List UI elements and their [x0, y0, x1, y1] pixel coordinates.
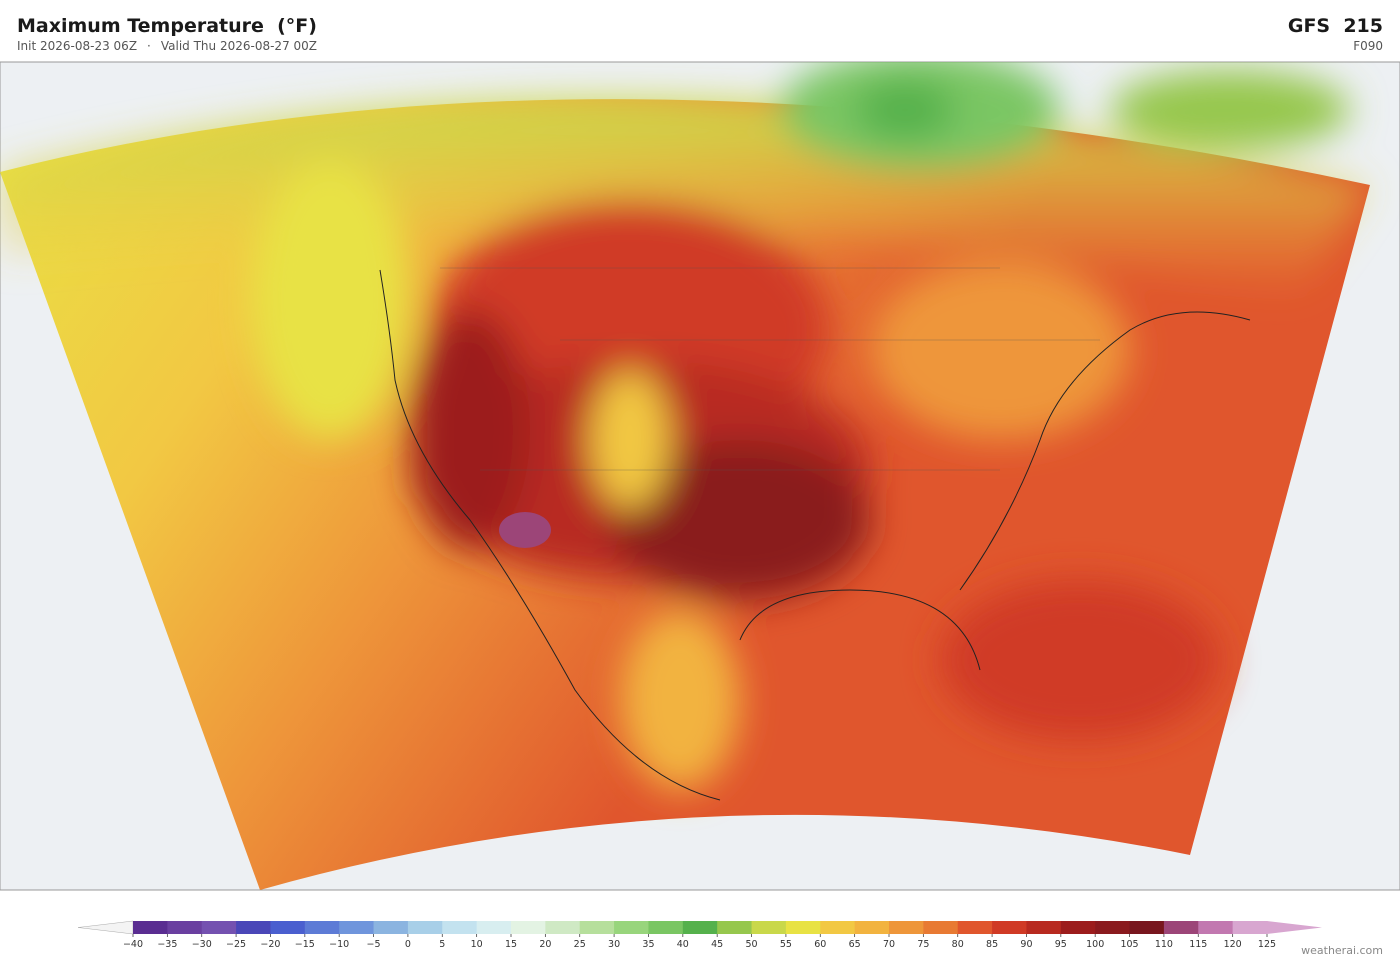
colorbar-swatch: [1232, 921, 1268, 934]
colorbar-tick-label: 20: [539, 939, 551, 950]
colorbar-swatch: [682, 921, 718, 934]
colorbar-tick-label: −35: [157, 939, 177, 950]
colorbar-swatch: [785, 921, 821, 934]
colorbar-tick-label: 120: [1224, 939, 1242, 950]
colorbar-tick-label: 25: [574, 939, 586, 950]
colorbar-tick-label: −25: [226, 939, 246, 950]
valid-time: Valid Thu 2026-08-27 00Z: [160, 39, 318, 53]
colorbar-extend-low: [77, 920, 134, 935]
colorbar-swatch: [579, 921, 615, 934]
colorbar-swatch: [1198, 921, 1234, 934]
forecast-hour: F090: [1353, 39, 1383, 53]
model: GFS 215: [1287, 15, 1383, 37]
colorbar-tick-label: 65: [849, 939, 861, 950]
colorbar-swatch: [201, 921, 237, 934]
coastline: [379, 269, 1251, 801]
colorbar-tick-label: 30: [608, 939, 620, 950]
colorbar-swatch: [648, 921, 684, 934]
credit: weatherai.com: [1301, 944, 1383, 957]
colorbar-tick-label: 110: [1155, 939, 1173, 950]
colorbar-tick-label: 15: [505, 939, 517, 950]
colorbar-swatch: [339, 921, 375, 934]
colorbar-swatch: [992, 921, 1027, 934]
colorbar-swatch: [545, 921, 581, 934]
separator: ·: [147, 39, 151, 53]
colorbar-tick-label: −20: [260, 939, 280, 950]
colorbar-tick-label: 60: [814, 939, 826, 950]
colorbar-tick-label: 90: [1020, 939, 1032, 950]
colorbar-swatch: [1163, 921, 1199, 934]
colorbar-tick-label: −40: [123, 939, 143, 950]
colorbar-tick-label: −15: [295, 939, 315, 950]
colorbar-swatch: [167, 921, 203, 934]
colorbar-tick-label: 85: [986, 939, 998, 950]
init-time: Init 2026-08-23 06Z: [17, 39, 138, 53]
colorbar-swatch: [236, 921, 271, 934]
colorbar-swatch: [1060, 921, 1096, 934]
colorbar-tick-label: −10: [329, 939, 349, 950]
title: Maximum Temperature (°F): [17, 15, 317, 37]
colorbar-tick-label: 55: [780, 939, 792, 950]
colorbar-tick-label: 10: [471, 939, 483, 950]
colorbar-swatch: [476, 921, 512, 934]
colorbar-tick-label: 5: [439, 939, 445, 950]
colorbar-tick-label: 80: [952, 939, 964, 950]
colorbar-extend-high: [1267, 921, 1322, 934]
colorbar-swatch: [407, 921, 443, 934]
colorbar-tick-label: 0: [405, 939, 411, 950]
colorbar-tick-label: 50: [745, 939, 757, 950]
colorbar-tick-label: 40: [677, 939, 689, 950]
colorbar-swatch: [1129, 921, 1165, 934]
colorbar-tick-label: 45: [711, 939, 723, 950]
colorbar-swatch: [923, 921, 959, 934]
colorbar-tick-label: 75: [917, 939, 929, 950]
colorbar-swatch: [442, 921, 478, 934]
colorbar-tick-label: −5: [367, 939, 381, 950]
colorbar-swatch: [270, 921, 306, 934]
colorbar-tick-label: 100: [1086, 939, 1104, 950]
colorbar-swatch: [1095, 921, 1131, 934]
hot-spot: [499, 512, 551, 548]
colorbar-swatch: [511, 921, 546, 934]
colorbar-swatch: [717, 921, 753, 934]
temperature-field: [0, 62, 1370, 890]
colorbar-tick-label: 70: [883, 939, 895, 950]
colorbar-swatch: [854, 921, 890, 934]
colorbar-tick-label: 95: [1055, 939, 1067, 950]
colorbar-swatch: [889, 921, 924, 934]
colorbar-tick-label: 115: [1189, 939, 1207, 950]
colorbar-swatch: [304, 921, 340, 934]
colorbar-swatch: [1026, 921, 1062, 934]
colorbar-swatch: [373, 921, 409, 934]
borders: [440, 267, 1100, 471]
colorbar-tick-label: 105: [1120, 939, 1138, 950]
colorbar-swatch: [614, 921, 649, 934]
colorbar: −40 −35 −30 −25 −20 −15 −10 −5 0 5 10 15 20 25 30 35 40 4…: [77, 920, 1322, 950]
colorbar-tick-label: −30: [192, 939, 212, 950]
colorbar-swatch: [957, 921, 993, 934]
colorbar-swatch: [751, 921, 787, 934]
colorbar-swatch: [133, 921, 168, 934]
colorbar-tick-label: 35: [642, 939, 654, 950]
subtitle: Init 2026-08-23 06Z · Valid Thu 2026-08-27…: [17, 39, 327, 53]
colorbar-tick-label: 125: [1258, 939, 1276, 950]
colorbar-swatch: [820, 921, 856, 934]
